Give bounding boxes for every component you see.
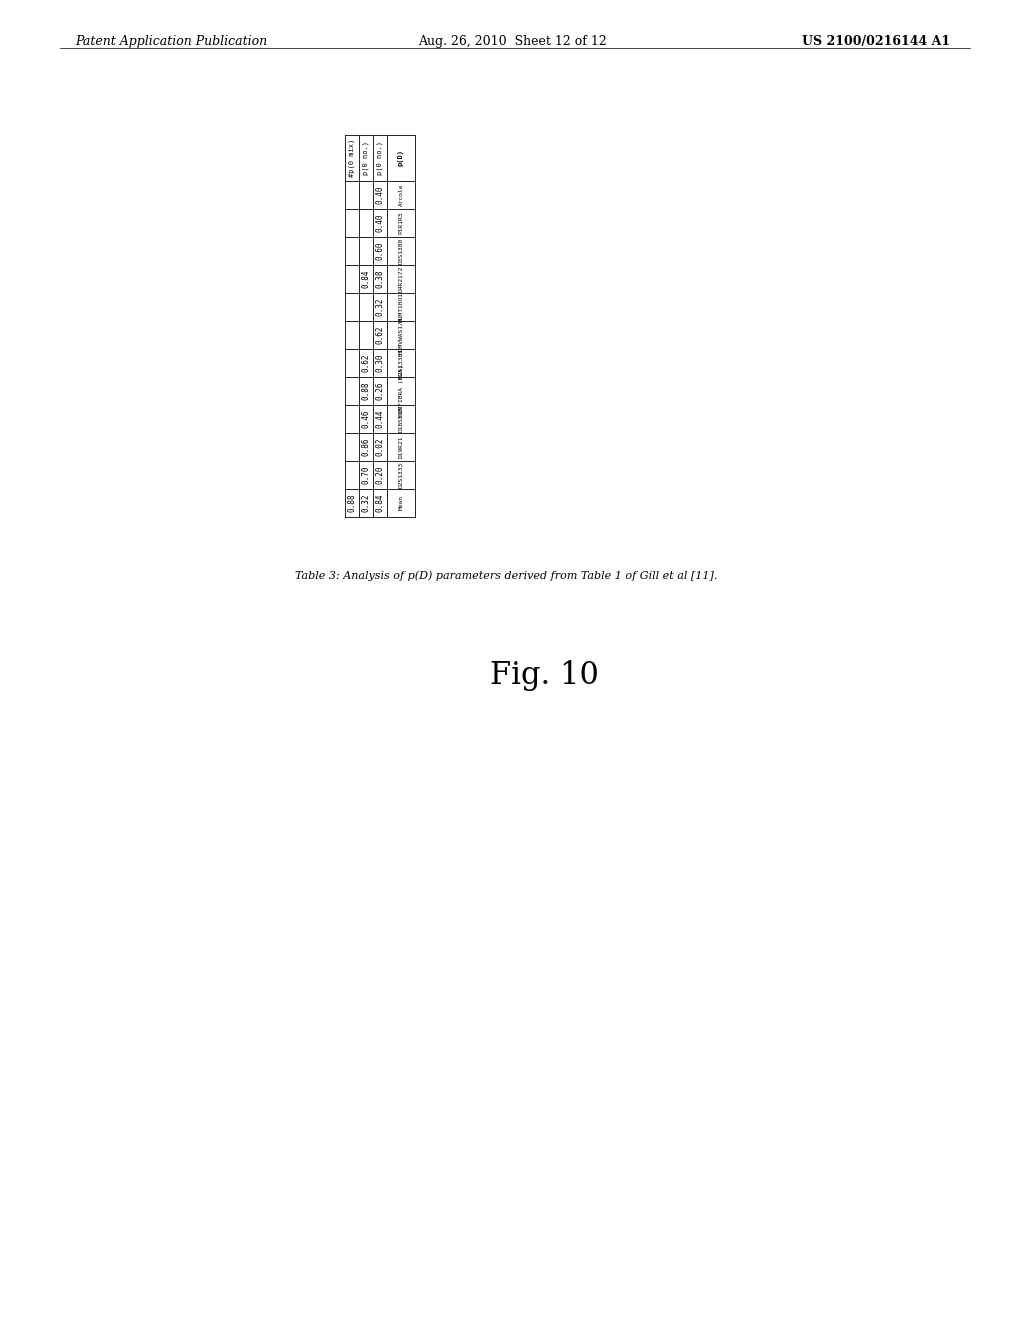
Text: 0.88: 0.88 — [347, 494, 356, 512]
Text: 0.40: 0.40 — [376, 186, 384, 205]
Text: 0.84: 0.84 — [361, 269, 371, 288]
Text: D4R2172: D4R2172 — [398, 265, 403, 292]
Text: 0.70: 0.70 — [361, 466, 371, 484]
Text: p(0 no.): p(0 no.) — [362, 141, 370, 176]
Text: 0.84: 0.84 — [376, 494, 384, 512]
Text: P1R1R3: P1R1R3 — [398, 211, 403, 234]
Text: 0.88: 0.88 — [361, 381, 371, 400]
Text: 0.40: 0.40 — [376, 214, 384, 232]
Text: p(D): p(D) — [398, 149, 404, 166]
Text: 0.86: 0.86 — [361, 438, 371, 457]
Text: Mean: Mean — [398, 495, 403, 511]
Text: HUMFIBRA (FGA): HUMFIBRA (FGA) — [398, 364, 403, 417]
Text: 0.60: 0.60 — [376, 242, 384, 260]
Text: 0.62: 0.62 — [361, 354, 371, 372]
Text: Fig. 10: Fig. 10 — [490, 660, 599, 690]
Text: D18S535: D18S535 — [398, 405, 403, 432]
Text: US 2100/0216144 A1: US 2100/0216144 A1 — [802, 36, 950, 48]
Text: 0.62: 0.62 — [376, 326, 384, 345]
Text: Aug. 26, 2010  Sheet 12 of 12: Aug. 26, 2010 Sheet 12 of 12 — [418, 36, 606, 48]
Text: D2S1333: D2S1333 — [398, 462, 403, 488]
Text: Table 3: Analysis of p(D) parameters derived from Table 1 of Gill et al [11].: Table 3: Analysis of p(D) parameters der… — [295, 570, 718, 581]
Text: HUMVWAS1/A: HUMVWAS1/A — [398, 317, 403, 354]
Text: D19R21: D19R21 — [398, 436, 403, 458]
Text: p(0 no.): p(0 no.) — [377, 141, 383, 176]
Text: 0.02: 0.02 — [376, 438, 384, 457]
Text: #p(0 mix): #p(0 mix) — [349, 139, 355, 177]
Text: D3S1380: D3S1380 — [398, 238, 403, 264]
Text: 0.44: 0.44 — [376, 409, 384, 428]
Text: 0.38: 0.38 — [376, 269, 384, 288]
Text: 0.20: 0.20 — [376, 466, 384, 484]
Text: 0.30: 0.30 — [376, 354, 384, 372]
Text: 0.32: 0.32 — [376, 298, 384, 317]
Text: Patent Application Publication: Patent Application Publication — [75, 36, 267, 48]
Text: D2S1338I: D2S1338I — [398, 348, 403, 378]
Text: HUMT1HO1: HUMT1HO1 — [398, 292, 403, 322]
Text: Arcole: Arcole — [398, 183, 403, 206]
Text: 0.26: 0.26 — [376, 381, 384, 400]
Text: 0.32: 0.32 — [361, 494, 371, 512]
Text: 0.46: 0.46 — [361, 409, 371, 428]
